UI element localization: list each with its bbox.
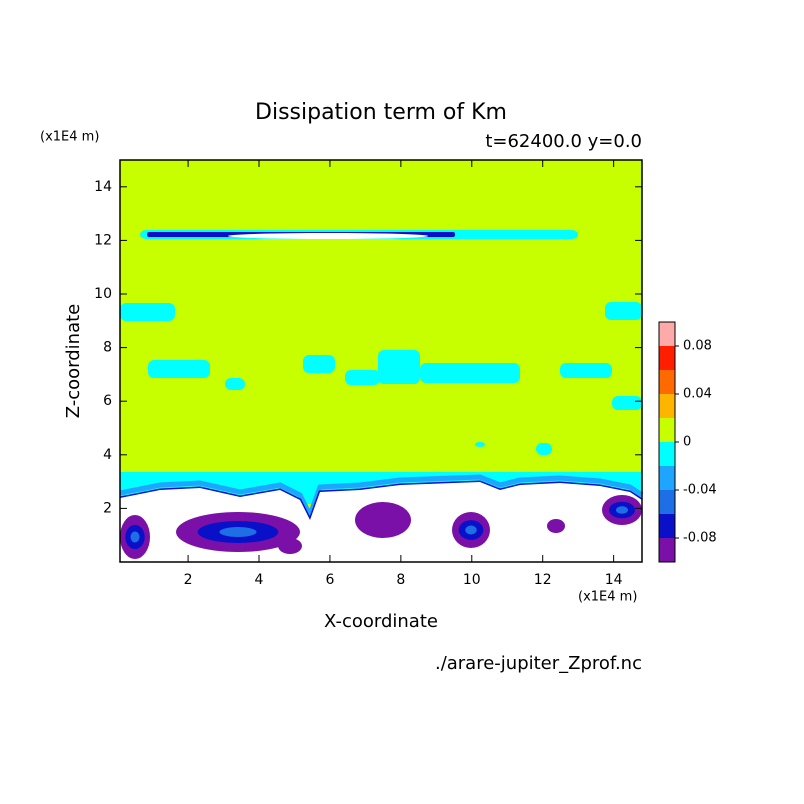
contour-region (345, 370, 380, 385)
chart-title: Dissipation term of Km (255, 100, 507, 125)
contour-region (130, 531, 140, 543)
y-tick-label: 4 (103, 447, 112, 463)
x-tick-label: 8 (396, 572, 405, 588)
y-tick-label: 12 (94, 232, 112, 248)
colorbar-box (659, 490, 675, 514)
contour-region (228, 233, 428, 239)
y-unit: (x1E4 m) (40, 130, 99, 145)
plot-frame (119, 159, 643, 563)
contour-region (278, 538, 302, 554)
contour-region (612, 396, 642, 410)
chart-subtitle: t=62400.0 y=0.0 (485, 131, 642, 152)
colorbar-box (659, 514, 675, 538)
contour-region (420, 363, 520, 383)
y-tick-label: 14 (94, 179, 112, 195)
y-tick-label: 10 (94, 286, 112, 302)
colorbar-box (659, 442, 675, 466)
y-tick-label: 6 (103, 393, 112, 409)
contour-region (303, 355, 335, 373)
x-axis-label: X-coordinate (324, 611, 438, 632)
contour-region (148, 360, 210, 378)
contour-region (219, 527, 257, 537)
x-tick-label: 10 (463, 572, 481, 588)
colorbar-box (659, 466, 675, 490)
colorbar-box (659, 394, 675, 418)
contour-region (355, 502, 411, 538)
x-tick-label: 14 (605, 572, 623, 588)
colorbar-tick-label: 0.04 (683, 387, 712, 402)
colorbar-tick-label: -0.08 (683, 531, 717, 546)
colorbar-box (659, 346, 675, 370)
colorbar-tick-label: -0.04 (683, 483, 717, 498)
colorbar-tick-label: 0.08 (683, 339, 712, 354)
y-tick-label: 8 (103, 340, 112, 356)
colorbar-box (659, 418, 675, 442)
colorbar-box (659, 370, 675, 394)
x-tick-label: 2 (184, 572, 193, 588)
contour-region (119, 474, 644, 522)
x-tick-label: 12 (534, 572, 552, 588)
y-axis-label: Z-coordinate (63, 304, 84, 419)
contour-region (465, 525, 477, 535)
contour-region (225, 378, 245, 390)
source-label: ./arare-jupiter_Zprof.nc (435, 653, 642, 674)
contour-region (616, 506, 628, 514)
x-unit: (x1E4 m) (578, 590, 637, 605)
colorbar-box (659, 538, 675, 562)
contour-region (605, 302, 642, 320)
contour-region (536, 443, 552, 455)
contour-region (547, 519, 565, 533)
x-tick-label: 6 (325, 572, 334, 588)
colorbar-box (659, 322, 675, 346)
contour-region (120, 303, 175, 321)
colorbar-tick-label: 0 (683, 435, 691, 450)
contour-region (475, 442, 485, 447)
x-tick-label: 4 (255, 572, 264, 588)
contour-region (378, 350, 420, 384)
contour-region (560, 363, 612, 378)
y-tick-label: 2 (103, 500, 112, 516)
